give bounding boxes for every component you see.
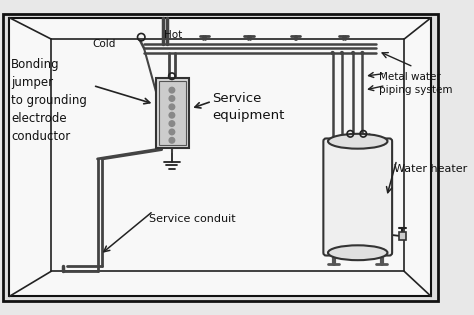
Ellipse shape xyxy=(328,134,387,149)
Circle shape xyxy=(169,121,175,126)
Text: Hot: Hot xyxy=(164,30,182,40)
Circle shape xyxy=(331,52,334,54)
Circle shape xyxy=(169,112,175,118)
Circle shape xyxy=(340,52,343,54)
Text: Metal water
piping system: Metal water piping system xyxy=(379,72,453,95)
Text: Bonding
jumper
to grounding
electrode
conductor: Bonding jumper to grounding electrode co… xyxy=(11,58,87,143)
Bar xyxy=(159,81,186,145)
Circle shape xyxy=(169,138,175,143)
Text: Water heater: Water heater xyxy=(394,164,467,175)
Circle shape xyxy=(169,104,175,110)
Text: Service
equipment: Service equipment xyxy=(212,92,284,122)
Circle shape xyxy=(352,52,355,54)
Ellipse shape xyxy=(328,245,387,260)
Circle shape xyxy=(169,96,175,101)
Circle shape xyxy=(361,52,364,54)
Text: Service conduit: Service conduit xyxy=(149,214,235,224)
Bar xyxy=(399,232,406,240)
Circle shape xyxy=(169,87,175,93)
Circle shape xyxy=(169,129,175,135)
FancyBboxPatch shape xyxy=(323,139,392,255)
Text: Cold: Cold xyxy=(93,39,116,49)
Bar xyxy=(156,78,189,148)
